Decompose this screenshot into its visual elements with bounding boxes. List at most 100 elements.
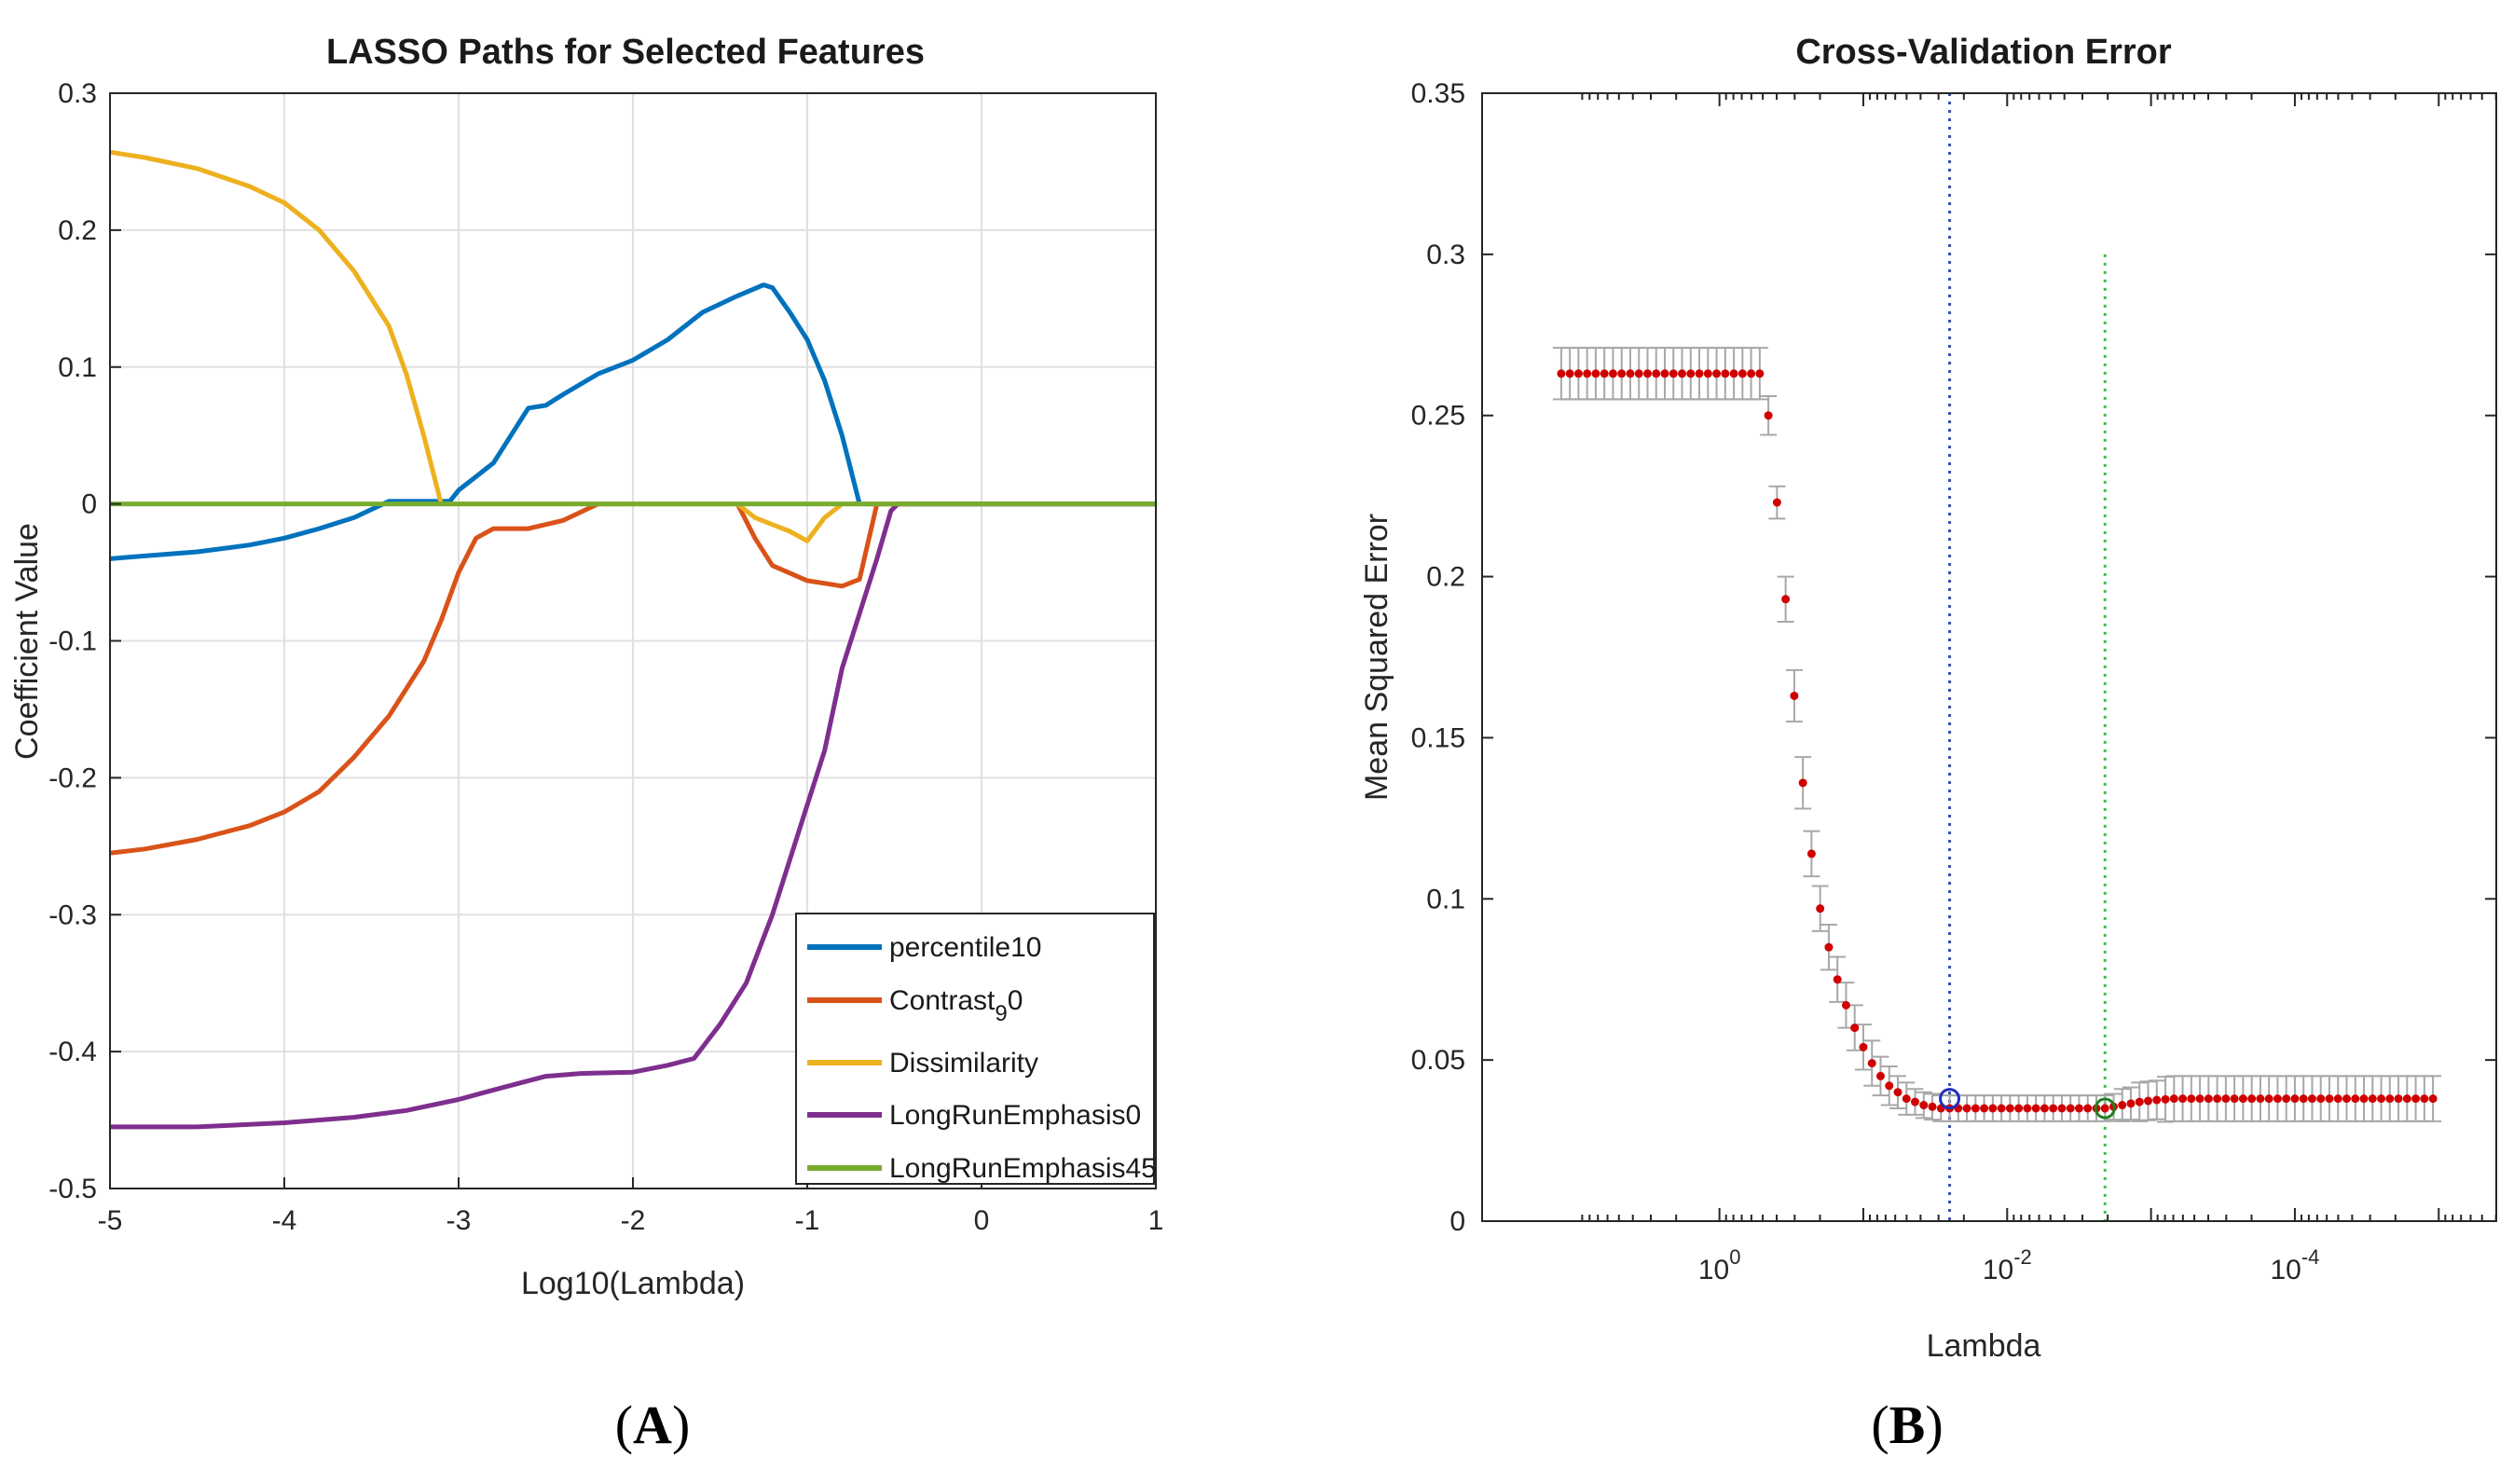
lasso-chart-title: LASSO Paths for Selected Features (326, 33, 925, 72)
x-tick-label: -2 (621, 1205, 646, 1236)
mse-point (2083, 1104, 2093, 1113)
mse-point (1980, 1104, 1989, 1113)
mse-point (1738, 369, 1747, 378)
mse-point (1703, 369, 1712, 378)
y-tick-label: 0 (81, 489, 97, 520)
x-tick-label: -3 (446, 1205, 472, 1236)
lasso-legend: percentile10 Contrast90 Dissimilarity LongR… (795, 913, 1157, 1185)
x-tick-label: -4 (272, 1205, 297, 1236)
mse-point (1634, 369, 1643, 378)
mse-point (1850, 1024, 1860, 1033)
mse-point (1919, 1101, 1929, 1110)
mse-point (2351, 1094, 2360, 1104)
mse-point (2178, 1094, 2188, 1104)
mse-point (2049, 1104, 2058, 1113)
cv-chart-title: Cross-Validation Error (1795, 33, 2172, 72)
legend-label: LongRunEmphasis45 (889, 1153, 1157, 1184)
mse-point (2359, 1094, 2369, 1104)
mse-point (2342, 1094, 2352, 1104)
mse-point (2247, 1094, 2257, 1104)
mse-point (1729, 369, 1738, 378)
cv-x-ticks: 100 10-2 10-4 (1581, 93, 2497, 1285)
mse-point (1911, 1097, 1920, 1106)
mse-point (1841, 1000, 1850, 1010)
panel-b-close-paren: ) (1925, 1395, 1943, 1455)
y-tick-label: 0.35 (1411, 78, 1465, 109)
mse-point (2023, 1104, 2032, 1113)
panel-b-letter: B (1889, 1395, 1926, 1455)
lasso-x-ticks: -5 -4 -3 -2 -1 0 1 (98, 1177, 1164, 1236)
mse-point (1642, 369, 1652, 378)
lambda-1se-marker (1939, 1088, 1961, 1110)
mse-point (2040, 1104, 2049, 1113)
mse-point (2411, 1094, 2421, 1104)
y-tick-label: -0.3 (48, 900, 97, 930)
mse-point (2204, 1094, 2213, 1104)
mse-point (1617, 369, 1627, 378)
y-tick-label: 0.3 (58, 78, 97, 109)
mse-point (1790, 691, 1799, 700)
mse-point (2307, 1094, 2316, 1104)
mse-point (1859, 1042, 1868, 1051)
cv-mse-points (1557, 369, 2438, 1113)
mse-point (2213, 1094, 2222, 1104)
mse-point (2333, 1094, 2342, 1104)
mse-point (1971, 1104, 1980, 1113)
x-tick-label: 0 (974, 1205, 990, 1236)
mse-point (1591, 369, 1600, 378)
mse-point (1660, 369, 1669, 378)
mse-point (1833, 975, 1842, 984)
mse-point (1583, 369, 1592, 378)
mse-point (2161, 1094, 2170, 1104)
cv-axes-box (1481, 92, 2497, 1222)
x-tick-label: -1 (795, 1205, 820, 1236)
panel-a-letter: A (633, 1395, 672, 1455)
cv-selected-lambda-markers (1939, 1088, 2116, 1120)
panel-b-open-paren: ( (1871, 1395, 1889, 1455)
y-tick-label: -0.2 (48, 763, 97, 793)
panel-a-open-paren: ( (615, 1395, 633, 1455)
y-tick-label: 0.2 (1426, 562, 1465, 593)
lambda-min-marker (2094, 1097, 2116, 1120)
lasso-paths-chart: LASSO Paths for Selected Features -5 -4 -3… (9, 33, 1163, 1301)
lasso-path-lines (109, 149, 1156, 1130)
mse-point (1781, 595, 1791, 604)
mse-point (1798, 778, 1807, 788)
mse-point (2014, 1104, 2024, 1113)
mse-point (2057, 1104, 2067, 1113)
mse-point (2152, 1095, 2162, 1105)
panel-a-label: (A) (615, 1395, 691, 1455)
mse-point (1824, 942, 1834, 952)
mse-point (1747, 369, 1756, 378)
cv-error-bars (1552, 347, 2442, 1123)
series-line-percentile10 (109, 282, 1156, 561)
mse-point (1600, 369, 1609, 378)
mse-point (2126, 1099, 2136, 1108)
mse-point (2420, 1094, 2429, 1104)
mse-point (1893, 1088, 1902, 1097)
mse-point (2195, 1094, 2205, 1104)
y-tick-label: -0.1 (48, 626, 97, 657)
lasso-x-axis-label: Log10(Lambda) (521, 1266, 745, 1301)
cv-error-chart: Cross-Validation Error 0 0.05 0.1 0.15 0.2 0.… (1359, 33, 2497, 1364)
mse-point (1806, 849, 1816, 859)
mse-point (1686, 369, 1696, 378)
x-tick-label: 10-4 (2270, 1245, 2319, 1285)
mse-point (1652, 369, 1661, 378)
mse-point (1928, 1102, 1937, 1111)
mse-point (1712, 369, 1722, 378)
y-tick-label: -0.5 (48, 1174, 97, 1204)
mse-point (1626, 369, 1635, 378)
mse-point (1678, 369, 1687, 378)
series-line-contrast_90 (109, 502, 1156, 856)
mse-point (1755, 369, 1765, 378)
y-tick-label: 0.2 (58, 215, 97, 246)
mse-point (1608, 369, 1617, 378)
x-tick-label: 1 (1148, 1205, 1164, 1236)
y-tick-label: -0.4 (48, 1037, 97, 1067)
mse-point (1721, 369, 1730, 378)
y-tick-label: 0.05 (1411, 1045, 1465, 1076)
mse-point (2316, 1094, 2326, 1104)
y-tick-label: 0.15 (1411, 722, 1465, 753)
x-tick-label: -5 (98, 1205, 123, 1236)
